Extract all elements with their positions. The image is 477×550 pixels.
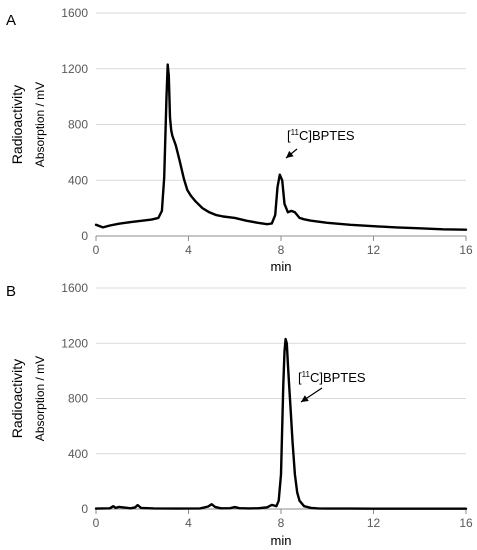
panel-label: B xyxy=(6,283,16,300)
x-axis-title: min xyxy=(271,259,292,274)
x-axis-title: min xyxy=(271,533,292,548)
chart-panel-a: A 0 400 800 1200 1600 0 4 8 12 16 Radioactivity Abso… xyxy=(6,6,473,274)
chromatogram-trace xyxy=(94,63,468,231)
y-tick-label: 1600 xyxy=(61,6,88,20)
annotation-arrow-head xyxy=(286,150,294,158)
y-axis-title: Radioactivity xyxy=(9,85,25,164)
x-tick-label: 8 xyxy=(278,243,285,257)
y-tick-label: 400 xyxy=(68,447,88,461)
x-tick-label: 0 xyxy=(93,516,100,530)
x-tick-label: 12 xyxy=(367,243,381,257)
y-axis-title: Radioactivity xyxy=(9,359,25,438)
x-tick-label: 8 xyxy=(278,516,285,530)
x-tick-label: 12 xyxy=(367,516,381,530)
y-tick-label: 1200 xyxy=(61,62,88,76)
annotation-arrow-head xyxy=(301,395,309,402)
y-tick-label: 800 xyxy=(68,392,88,406)
x-tick-label: 16 xyxy=(459,516,473,530)
y-tick-label: 800 xyxy=(68,118,88,132)
y-axis-subtitle: Absorption / mV xyxy=(33,356,47,441)
y-axis-subtitle: Absorption / mV xyxy=(33,82,47,167)
x-tick-label: 4 xyxy=(185,516,192,530)
peak-annotation-label: [11C]BPTES xyxy=(298,370,366,385)
chromatogram-trace xyxy=(94,337,468,510)
panel-label: A xyxy=(6,12,16,29)
x-tick-label: 4 xyxy=(185,243,192,257)
y-tick-label: 400 xyxy=(68,173,88,187)
y-tick-label: 1200 xyxy=(61,336,88,350)
x-tick-label: 0 xyxy=(93,243,100,257)
y-tick-label: 0 xyxy=(81,229,88,243)
y-tick-label: 0 xyxy=(81,502,88,516)
y-tick-label: 1600 xyxy=(61,281,88,295)
peak-annotation-label: [11C]BPTES xyxy=(287,128,355,143)
x-tick-label: 16 xyxy=(459,243,473,257)
chart-panel-b: B 0 400 800 1200 1600 0 4 8 12 16 Radioactivity Abso… xyxy=(6,281,473,548)
